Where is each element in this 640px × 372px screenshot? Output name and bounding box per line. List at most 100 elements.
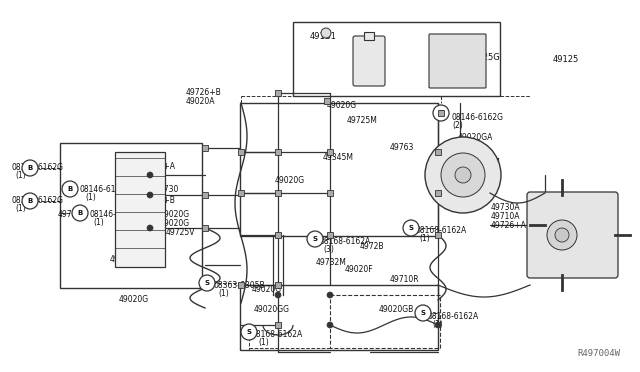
Text: 49020GB: 49020GB xyxy=(379,305,414,314)
Text: 491B1: 491B1 xyxy=(310,32,337,41)
Circle shape xyxy=(327,322,333,328)
Circle shape xyxy=(22,193,38,209)
Bar xyxy=(364,32,374,40)
Circle shape xyxy=(547,220,577,250)
Bar xyxy=(327,149,333,155)
Text: (1): (1) xyxy=(15,171,26,180)
Circle shape xyxy=(147,172,153,178)
Text: 49730+A: 49730+A xyxy=(140,162,176,171)
Circle shape xyxy=(555,228,569,242)
Bar xyxy=(275,190,281,196)
Text: 49020G: 49020G xyxy=(160,219,190,228)
Text: B: B xyxy=(67,186,72,192)
Text: (1): (1) xyxy=(432,320,443,329)
Text: 49726+B: 49726+B xyxy=(186,88,221,97)
Text: S: S xyxy=(205,280,209,286)
FancyBboxPatch shape xyxy=(527,192,618,278)
Bar xyxy=(240,285,438,350)
Text: 49020A: 49020A xyxy=(186,97,216,106)
Circle shape xyxy=(147,225,153,231)
Text: 08168-6162A: 08168-6162A xyxy=(252,330,303,339)
Bar xyxy=(438,110,444,116)
Circle shape xyxy=(307,231,323,247)
Bar xyxy=(275,149,281,155)
Text: B: B xyxy=(28,198,33,204)
Text: 08168-6162A: 08168-6162A xyxy=(428,312,479,321)
Text: (1): (1) xyxy=(93,218,104,227)
Bar xyxy=(202,225,208,231)
Circle shape xyxy=(455,167,471,183)
Bar xyxy=(240,103,438,236)
Circle shape xyxy=(147,192,153,198)
Text: 49020GA: 49020GA xyxy=(435,185,470,194)
Text: 49730: 49730 xyxy=(155,185,179,194)
Circle shape xyxy=(415,305,431,321)
Text: B: B xyxy=(438,110,444,116)
Bar xyxy=(327,232,333,238)
Text: 49125: 49125 xyxy=(553,55,579,64)
Circle shape xyxy=(425,137,501,213)
Bar xyxy=(435,190,441,196)
Text: 4972B: 4972B xyxy=(360,242,385,251)
Circle shape xyxy=(72,205,88,221)
Circle shape xyxy=(321,28,331,38)
Text: 08146-6162G: 08146-6162G xyxy=(12,163,64,172)
Text: 49125G: 49125G xyxy=(468,53,500,62)
Text: (2): (2) xyxy=(452,121,463,130)
Text: (1): (1) xyxy=(15,204,26,213)
Bar xyxy=(275,232,281,238)
Bar xyxy=(202,192,208,198)
Text: 08146-6162G: 08146-6162G xyxy=(12,196,64,205)
Text: 49710R: 49710R xyxy=(390,275,420,284)
Circle shape xyxy=(275,292,281,298)
Text: 49020GA: 49020GA xyxy=(458,133,493,142)
Bar xyxy=(275,322,281,328)
Text: R497004W: R497004W xyxy=(577,349,620,358)
Text: 08146-6122G: 08146-6122G xyxy=(80,185,132,194)
Circle shape xyxy=(327,292,333,298)
Text: B: B xyxy=(77,210,83,216)
Text: (1): (1) xyxy=(419,234,429,243)
Text: 49730A: 49730A xyxy=(491,203,520,212)
Circle shape xyxy=(241,324,257,340)
Bar xyxy=(115,152,165,267)
Bar xyxy=(238,282,244,288)
Text: 49710A: 49710A xyxy=(491,212,520,221)
Bar xyxy=(275,90,281,96)
FancyBboxPatch shape xyxy=(353,36,385,86)
Bar xyxy=(60,143,202,288)
Text: 49726+A: 49726+A xyxy=(491,221,527,230)
Text: S: S xyxy=(246,329,252,335)
Bar xyxy=(202,145,208,151)
Text: 08146-6162G: 08146-6162G xyxy=(452,113,504,122)
Text: 49725W: 49725W xyxy=(110,255,141,264)
Circle shape xyxy=(441,153,485,197)
Text: 49725M: 49725M xyxy=(347,116,378,125)
Bar xyxy=(435,149,441,155)
Bar xyxy=(293,22,500,96)
Text: 08168-6162A: 08168-6162A xyxy=(415,226,467,235)
Text: 49763: 49763 xyxy=(390,143,414,152)
Text: 49730+B: 49730+B xyxy=(140,196,176,205)
Bar xyxy=(324,98,330,104)
Circle shape xyxy=(435,322,441,328)
Text: 08168-6162A: 08168-6162A xyxy=(320,237,371,246)
Text: S: S xyxy=(420,310,426,316)
Circle shape xyxy=(433,105,449,121)
Text: S: S xyxy=(312,236,317,242)
Text: 08363-6305B: 08363-6305B xyxy=(213,281,264,290)
Text: B: B xyxy=(28,165,33,171)
Text: (1): (1) xyxy=(258,338,269,347)
Text: 49732M: 49732M xyxy=(316,258,347,267)
Text: 49020F: 49020F xyxy=(345,265,374,274)
Text: 49020G: 49020G xyxy=(119,295,149,304)
Text: 49717M: 49717M xyxy=(470,158,501,167)
Text: 49020G: 49020G xyxy=(252,285,282,294)
Text: (1): (1) xyxy=(85,193,96,202)
Text: 49020G: 49020G xyxy=(160,210,190,219)
Bar xyxy=(330,295,440,348)
Circle shape xyxy=(199,275,215,291)
Circle shape xyxy=(403,220,419,236)
Text: 49730: 49730 xyxy=(140,204,164,213)
Text: 49020G: 49020G xyxy=(275,176,305,185)
